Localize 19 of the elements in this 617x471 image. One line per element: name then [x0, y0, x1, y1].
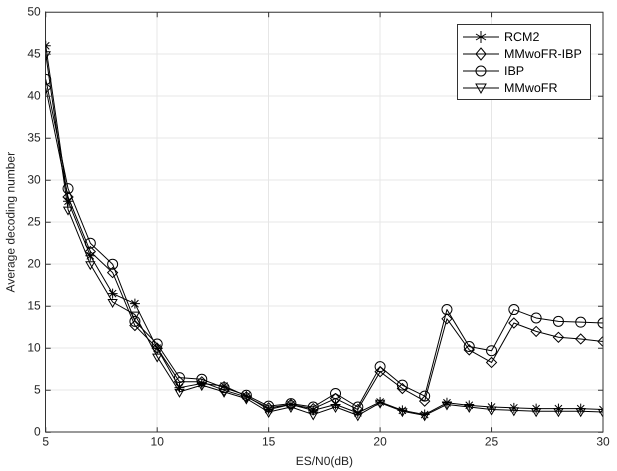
x-tick-label: 15	[262, 434, 276, 449]
y-tick-label: 25	[27, 214, 42, 229]
y-tick-label: 15	[27, 298, 42, 313]
y-tick-label: 10	[27, 340, 42, 355]
y-tick-label: 5	[34, 382, 42, 397]
x-tick-label: 10	[150, 434, 164, 449]
x-tick-label: 30	[596, 434, 610, 449]
x-tick-label: 20	[373, 434, 388, 449]
x-tick-label: 25	[484, 434, 499, 449]
y-tick-label: 0	[34, 424, 42, 439]
x-axis-title: ES/N0(dB)	[296, 454, 354, 468]
legend-label: RCM2	[504, 30, 540, 44]
y-tick-label: 40	[27, 88, 42, 103]
y-tick-label: 20	[27, 256, 42, 271]
y-tick-label: 35	[27, 130, 42, 145]
y-tick-label: 50	[27, 4, 42, 19]
y-axis-title: Average decoding number	[4, 152, 18, 292]
y-tick-label: 30	[27, 172, 42, 187]
y-tick-label: 45	[27, 46, 42, 61]
